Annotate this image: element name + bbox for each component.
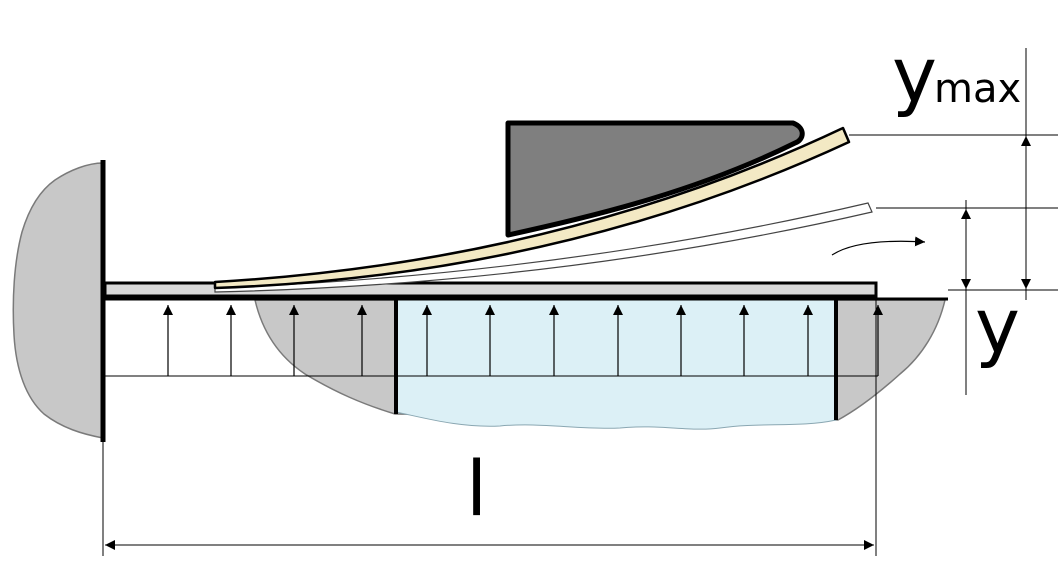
distributed-load-arrows [163,305,883,376]
motion-arrow [831,236,926,256]
left-support-mass [12,162,104,439]
label-ymax-main: y [892,30,937,119]
bending-die [505,120,805,238]
water-region [395,299,837,430]
label-y: y [975,281,1020,370]
label-length: l [466,444,487,533]
bent-strip [213,126,851,290]
label-ymax-sub: max [934,66,1021,112]
intermediate-deflection [214,202,873,293]
